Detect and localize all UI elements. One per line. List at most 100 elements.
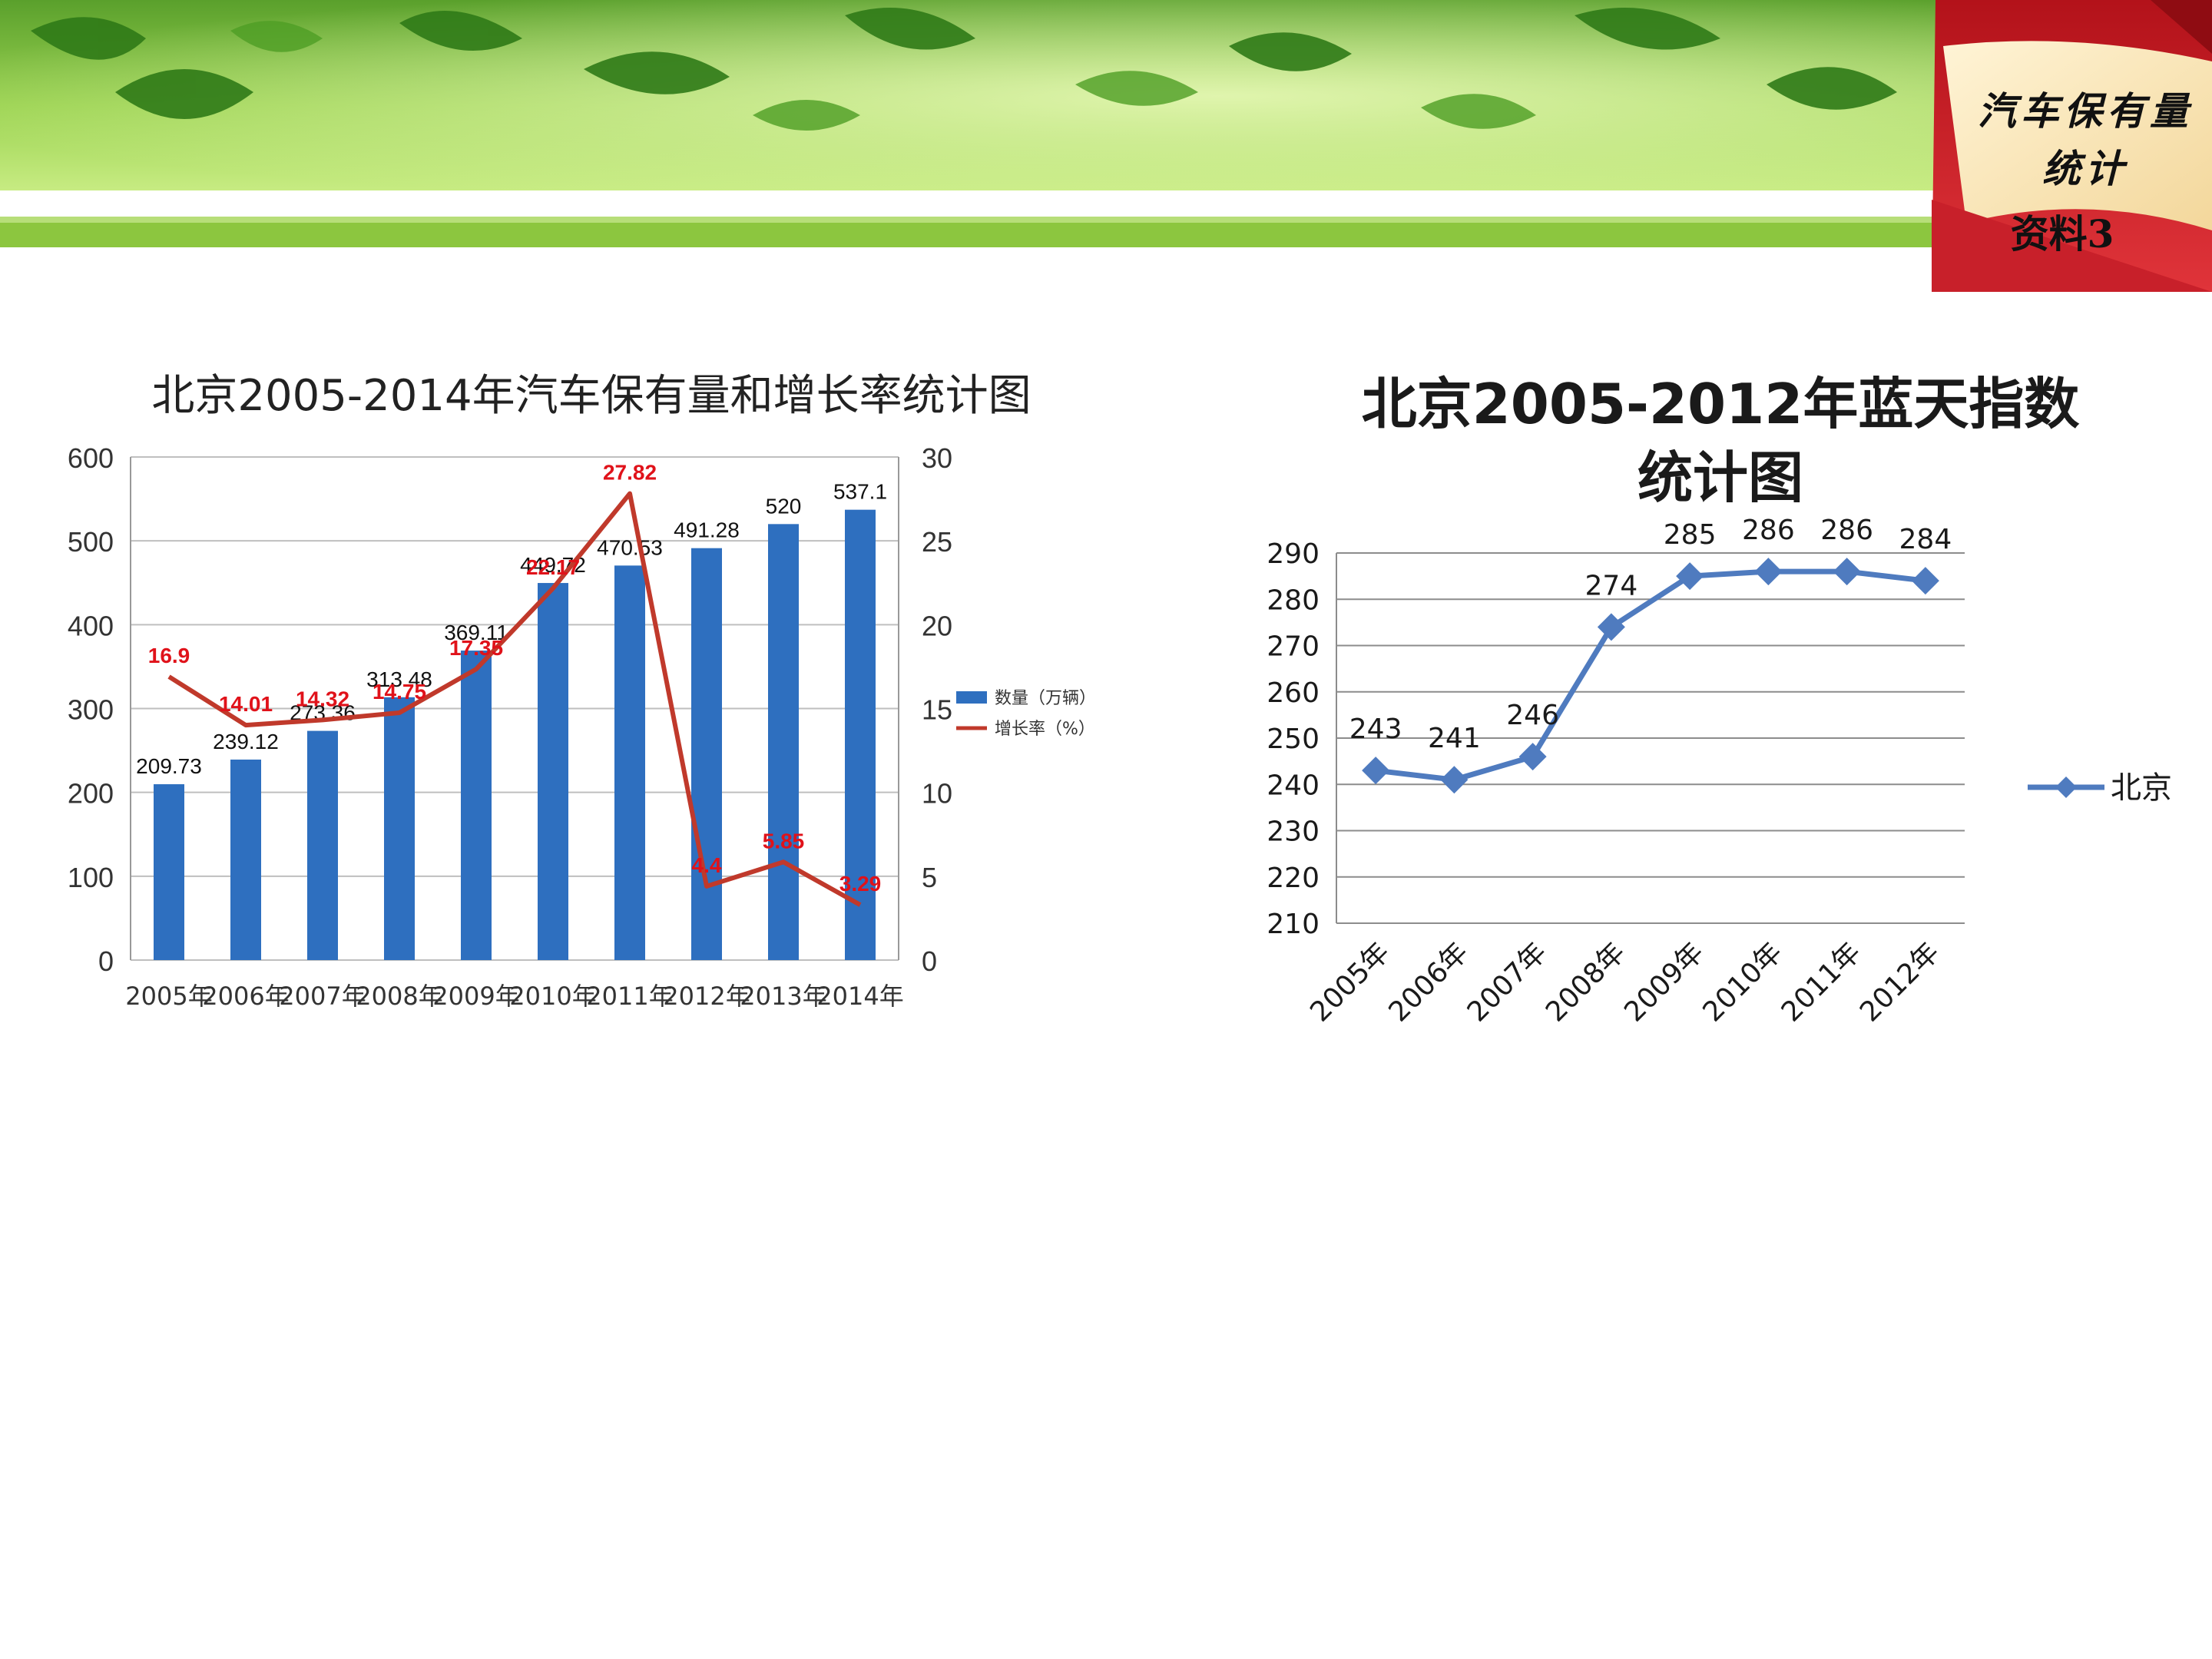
data-point-marker — [1440, 766, 1469, 794]
x-tick-label: 2006年 — [202, 982, 289, 1011]
x-tick-label: 2009年 — [1618, 936, 1710, 1028]
y-tick-label: 600 — [68, 442, 114, 474]
x-tick-label: 2008年 — [1540, 936, 1631, 1028]
data-value-label: 243 — [1349, 714, 1402, 745]
chart1-title: 北京2005-2014年汽车保有量和增长率统计图 — [151, 371, 1031, 421]
bar-value-label: 470.53 — [597, 535, 663, 559]
x-tick-label: 2013年 — [740, 982, 826, 1011]
x-tick-label: 2009年 — [432, 982, 519, 1011]
x-tick-label: 2006年 — [1383, 936, 1475, 1028]
x-tick-label: 2011年 — [586, 982, 673, 1011]
x-tick-label: 2005年 — [125, 982, 212, 1011]
data-point-marker — [1676, 562, 1704, 591]
growth-line — [167, 491, 862, 907]
data-point-marker — [1518, 743, 1547, 771]
growth-value-label: 5.85 — [763, 829, 805, 853]
data-point-marker — [1754, 558, 1783, 586]
data-point-marker — [1362, 757, 1390, 785]
y-tick-label: 300 — [68, 694, 114, 726]
data-value-label: 241 — [1428, 723, 1481, 754]
y-tick-label: 250 — [1267, 724, 1320, 755]
data-value-label: 286 — [1820, 515, 1873, 546]
y-tick-label: 240 — [1267, 770, 1320, 801]
bar-value-label: 520 — [766, 494, 802, 518]
legend-label: 北京 — [2111, 770, 2172, 806]
data-value-label: 284 — [1899, 524, 1952, 555]
data-point-marker — [1833, 558, 1861, 586]
x-tick-label: 2005年 — [1304, 936, 1396, 1028]
leaf-banner — [0, 0, 2212, 247]
data-value-label: 285 — [1664, 519, 1717, 551]
growth-value-label: 22.17 — [526, 555, 580, 579]
bar-value-label: 537.1 — [833, 480, 887, 504]
growth-value-label: 17.35 — [449, 636, 503, 660]
bar-value-label: 239.12 — [213, 730, 279, 753]
y-tick-label: 210 — [1267, 909, 1320, 940]
bar — [384, 697, 415, 960]
bar-value-label: 491.28 — [674, 518, 740, 542]
y2-tick-label: 10 — [922, 778, 952, 810]
legend-bar-swatch — [956, 691, 987, 704]
blue-sky-index-chart: 210 220 230 240 250 260 270 280 290 243 241 246 274 2… — [1267, 515, 2172, 1028]
chart2-title-line2: 统计图 — [1637, 445, 1803, 510]
x-tick-label: 2007年 — [1462, 936, 1553, 1028]
data-value-label: 274 — [1585, 570, 1638, 601]
y-tick-label: 220 — [1267, 863, 1320, 894]
y-tick-label: 500 — [68, 526, 114, 558]
y-tick-label: 290 — [1267, 538, 1320, 570]
y2-tick-label: 25 — [922, 526, 952, 558]
y2-tick-label: 15 — [922, 694, 952, 726]
legend-line-label: 增长率（%） — [995, 720, 1095, 739]
growth-value-label: 3.29 — [839, 872, 882, 896]
growth-value-label: 14.75 — [373, 680, 426, 704]
chart2-title: 北京2005-2012年蓝天指数 统计图 — [1306, 367, 2135, 515]
y2-tick-label: 5 — [922, 862, 937, 893]
growth-value-label: 4.4 — [692, 853, 722, 877]
y-tick-label: 230 — [1267, 816, 1320, 848]
x-tick-label: 2012年 — [1854, 936, 1945, 1028]
growth-value-label: 14.32 — [296, 687, 349, 710]
bar — [154, 784, 184, 960]
x-tick-label: 2007年 — [279, 982, 366, 1011]
x-tick-label: 2012年 — [663, 982, 750, 1011]
x-tick-label: 2010年 — [509, 982, 596, 1011]
bar — [307, 730, 338, 960]
bar — [614, 565, 645, 960]
growth-value-label: 27.82 — [603, 461, 657, 485]
y-tick-label: 0 — [98, 945, 114, 977]
car-ownership-chart: 0 100 200 300 400 500 600 0 5 10 15 20 25 30 209.73 239… — [68, 442, 1096, 1011]
data-point-marker — [1597, 613, 1625, 641]
bar-value-label: 369.11 — [444, 621, 508, 644]
bar — [691, 548, 722, 960]
growth-value-label: 16.9 — [148, 644, 190, 667]
y2-tick-label: 0 — [922, 945, 937, 977]
data-value-label: 246 — [1506, 700, 1559, 731]
chart2-title-line1: 北京2005-2012年蓝天指数 — [1361, 372, 2080, 436]
legend-marker — [2055, 777, 2077, 798]
y-tick-label: 100 — [68, 862, 114, 893]
data-point-marker — [1911, 567, 1939, 595]
bar-value-label: 313.48 — [366, 667, 432, 691]
y-tick-label: 270 — [1267, 631, 1320, 663]
x-tick-label: 2014年 — [816, 982, 903, 1011]
y2-tick-label: 30 — [922, 442, 952, 474]
y-tick-label: 400 — [68, 610, 114, 641]
corner-title-line2: 统计 — [2042, 146, 2128, 191]
corner-title-line1: 汽车保有量 — [1978, 88, 2193, 134]
data-value-label: 286 — [1742, 515, 1795, 546]
bar — [230, 759, 261, 960]
bar-value-label: 209.73 — [136, 754, 202, 778]
y-tick-label: 280 — [1267, 584, 1320, 616]
x-tick-label: 2008年 — [356, 982, 442, 1011]
y-tick-label: 200 — [68, 778, 114, 810]
y2-tick-label: 20 — [922, 610, 952, 641]
legend-bar-label: 数量（万辆） — [995, 689, 1096, 708]
corner-tag — [1932, 0, 2212, 292]
corner-subtitle: 资料3 — [2010, 211, 2114, 257]
bar — [538, 583, 568, 960]
bar — [845, 509, 876, 960]
x-tick-label: 2010年 — [1697, 936, 1789, 1028]
bar — [768, 524, 799, 960]
growth-value-label: 14.01 — [219, 692, 273, 716]
bar — [461, 651, 492, 960]
